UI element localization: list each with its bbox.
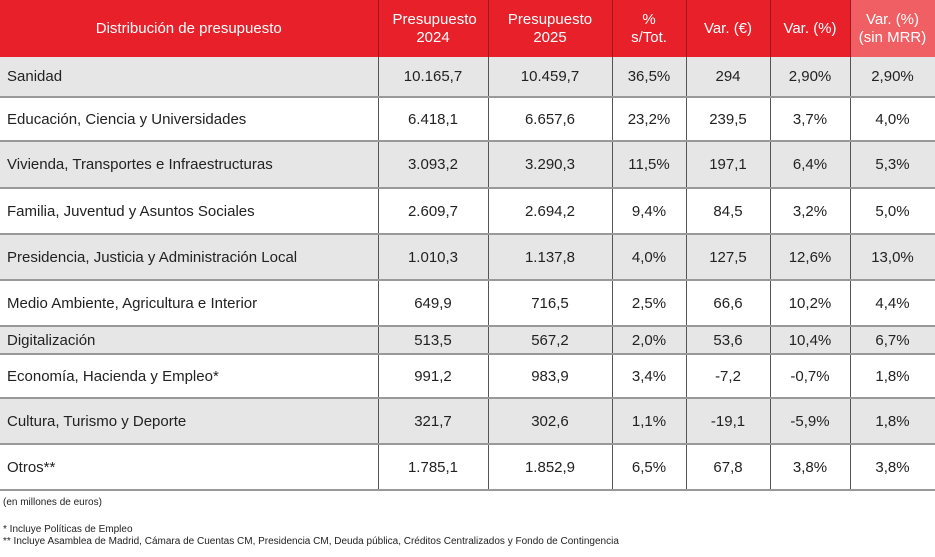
cell-value: 4,0% (850, 97, 935, 142)
cell-value: 1,8% (850, 398, 935, 445)
cell-value: 127,5 (686, 234, 771, 281)
cell-value: 11,5% (612, 141, 687, 189)
column-header: Var. (%) (sin MRR) (850, 0, 935, 57)
cell-value: 567,2 (488, 326, 613, 355)
cell-value: 197,1 (686, 141, 771, 189)
column-header: % s/Tot. (612, 0, 687, 57)
cell-value: -0,7% (770, 354, 851, 399)
cell-value: 10,4% (770, 326, 851, 355)
cell-value: 6,5% (612, 444, 687, 491)
table-row: Digitalización 513,5 567,2 2,0% 53,6 10,4% 6,7… (0, 326, 935, 355)
table-row: Educación, Ciencia y Universidades 6.418,… (0, 97, 935, 142)
cell-value: 2,5% (612, 280, 687, 327)
row-label: Otros** (0, 444, 379, 491)
cell-value: 67,8 (686, 444, 771, 491)
row-label: Educación, Ciencia y Universidades (0, 97, 379, 142)
cell-value: 239,5 (686, 97, 771, 142)
cell-value: 3,8% (770, 444, 851, 491)
units-note: (en millones de euros) (3, 497, 102, 508)
cell-value: 3,8% (850, 444, 935, 491)
cell-value: 4,4% (850, 280, 935, 327)
table-row: Economía, Hacienda y Empleo* 991,2 983,9 3,… (0, 354, 935, 399)
cell-value: 53,6 (686, 326, 771, 355)
cell-value: 983,9 (488, 354, 613, 399)
row-label: Presidencia, Justicia y Administración L… (0, 234, 379, 281)
cell-value: 2.609,7 (378, 188, 489, 235)
cell-value: 649,9 (378, 280, 489, 327)
cell-value: 6,4% (770, 141, 851, 189)
cell-value: 3,2% (770, 188, 851, 235)
row-label: Familia, Juventud y Asuntos Sociales (0, 188, 379, 235)
cell-value: 1,1% (612, 398, 687, 445)
cell-value: 13,0% (850, 234, 935, 281)
row-label: Cultura, Turismo y Deporte (0, 398, 379, 445)
table-row: Otros** 1.785,1 1.852,9 6,5% 67,8 3,8% 3,8% (0, 444, 935, 491)
cell-value: 84,5 (686, 188, 771, 235)
table-row: Presidencia, Justicia y Administración L… (0, 234, 935, 281)
cell-value: 23,2% (612, 97, 687, 142)
column-header: Var. (€) (686, 0, 771, 57)
cell-value: 6.418,1 (378, 97, 489, 142)
cell-value: 294 (686, 57, 771, 98)
cell-value: 3,7% (770, 97, 851, 142)
cell-value: 10.459,7 (488, 57, 613, 98)
cell-value: 1.137,8 (488, 234, 613, 281)
cell-value: 991,2 (378, 354, 489, 399)
budget-table: Distribución de presupuesto Presupuesto 2… (0, 0, 935, 491)
cell-value: 1,8% (850, 354, 935, 399)
cell-value: -7,2 (686, 354, 771, 399)
cell-value: 1.852,9 (488, 444, 613, 491)
column-header: Presupuesto 2025 (488, 0, 613, 57)
table-row: Medio Ambiente, Agricultura e Interior 64… (0, 280, 935, 327)
table-row: Familia, Juventud y Asuntos Sociales 2.60… (0, 188, 935, 235)
cell-value: 6,7% (850, 326, 935, 355)
column-header: Distribución de presupuesto (0, 0, 379, 57)
row-label: Medio Ambiente, Agricultura e Interior (0, 280, 379, 327)
cell-value: 4,0% (612, 234, 687, 281)
header-row: Distribución de presupuesto Presupuesto 2… (0, 0, 935, 57)
cell-value: 10,2% (770, 280, 851, 327)
row-label: Economía, Hacienda y Empleo* (0, 354, 379, 399)
cell-value: 1.785,1 (378, 444, 489, 491)
cell-value: 3,4% (612, 354, 687, 399)
column-header: Presupuesto 2024 (378, 0, 489, 57)
cell-value: 3.290,3 (488, 141, 613, 189)
cell-value: 2,90% (770, 57, 851, 98)
cell-value: 66,6 (686, 280, 771, 327)
cell-value: 321,7 (378, 398, 489, 445)
cell-value: 2.694,2 (488, 188, 613, 235)
footnote-2: ** Incluye Asamblea de Madrid, Cámara de… (3, 536, 619, 547)
cell-value: 2,0% (612, 326, 687, 355)
cell-value: 9,4% (612, 188, 687, 235)
cell-value: 10.165,7 (378, 57, 489, 98)
cell-value: 36,5% (612, 57, 687, 98)
table-row: Cultura, Turismo y Deporte 321,7 302,6 1,1%… (0, 398, 935, 445)
column-header: Var. (%) (770, 0, 851, 57)
table-row: Vivienda, Transportes e Infraestructuras… (0, 141, 935, 189)
footnote-1: * Incluye Políticas de Empleo (3, 524, 133, 535)
row-label: Vivienda, Transportes e Infraestructuras (0, 141, 379, 189)
cell-value: 2,90% (850, 57, 935, 98)
cell-value: 5,3% (850, 141, 935, 189)
table-row: Sanidad 10.165,7 10.459,7 36,5% 294 2,90% 2,90… (0, 57, 935, 98)
cell-value: 716,5 (488, 280, 613, 327)
cell-value: 3.093,2 (378, 141, 489, 189)
cell-value: 6.657,6 (488, 97, 613, 142)
cell-value: 12,6% (770, 234, 851, 281)
cell-value: -19,1 (686, 398, 771, 445)
cell-value: 513,5 (378, 326, 489, 355)
cell-value: 302,6 (488, 398, 613, 445)
row-label: Digitalización (0, 326, 379, 355)
row-label: Sanidad (0, 57, 379, 98)
cell-value: 1.010,3 (378, 234, 489, 281)
cell-value: -5,9% (770, 398, 851, 445)
cell-value: 5,0% (850, 188, 935, 235)
